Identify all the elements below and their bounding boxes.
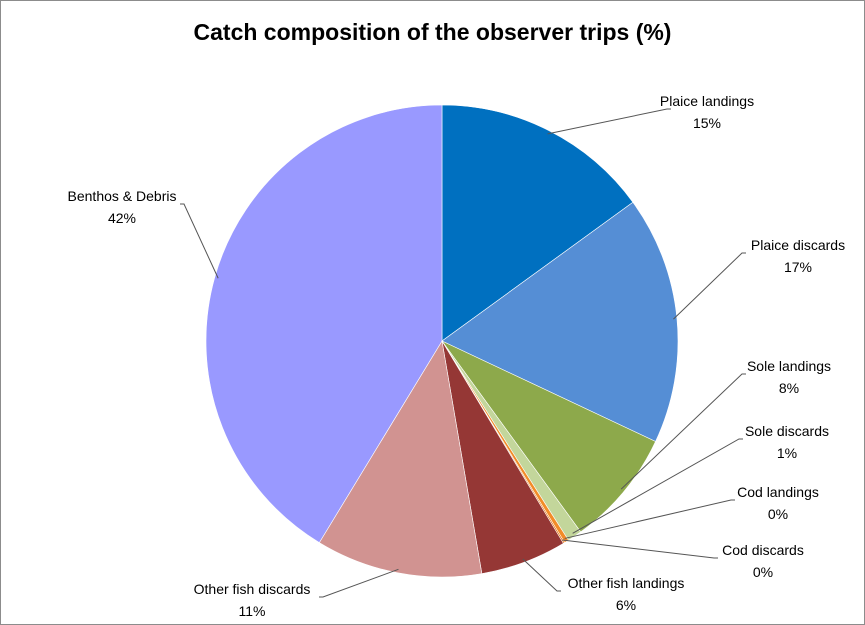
slice-name-label: Plaice discards: [751, 237, 845, 253]
leader-line: [562, 539, 718, 559]
slice-name-label: Other fish discards: [194, 581, 311, 597]
leader-line: [180, 203, 219, 279]
slice-name-label: Cod discards: [722, 542, 804, 558]
slice-percent-label: 15%: [693, 115, 721, 131]
leader-line: [620, 373, 746, 490]
slice-percent-label: 1%: [777, 445, 797, 461]
slice-name-label: Sole landings: [747, 358, 831, 374]
chart-title: Catch composition of the observer trips …: [193, 19, 672, 45]
slice-percent-label: 17%: [784, 259, 812, 275]
pie-slice-plaice-landings: [441, 104, 634, 342]
slice-percent-label: 0%: [753, 564, 773, 580]
slice-name-label: Plaice landings: [660, 93, 754, 109]
pie-slice-sole-landings: [441, 340, 656, 533]
pie-labels: Plaice landings 15% Plaice discards 17% Sole…: [68, 93, 846, 619]
slice-name-label: Other fish landings: [568, 575, 685, 591]
slice-name-label: Benthos & Debris: [68, 188, 177, 204]
pie-slice-other-fish-discards: [318, 340, 483, 578]
slice-percent-label: 42%: [108, 210, 136, 226]
slice-name-label: Cod landings: [737, 484, 819, 500]
slice-percent-label: 11%: [239, 603, 266, 619]
pie-slice-plaice-discards: [441, 201, 679, 442]
leader-line: [673, 252, 746, 320]
slice-percent-label: 6%: [616, 597, 636, 613]
leader-line: [319, 568, 399, 598]
leader-line: [547, 108, 671, 135]
leader-line: [572, 438, 743, 534]
leader-line: [522, 558, 561, 592]
pie-slices: [205, 104, 679, 578]
slice-percent-label: 0%: [768, 506, 788, 522]
slice-percent-label: 8%: [779, 380, 799, 396]
leader-line: [564, 499, 735, 539]
pie-slice-benthos-debris: [205, 104, 443, 544]
slice-name-label: Sole discards: [745, 423, 829, 439]
